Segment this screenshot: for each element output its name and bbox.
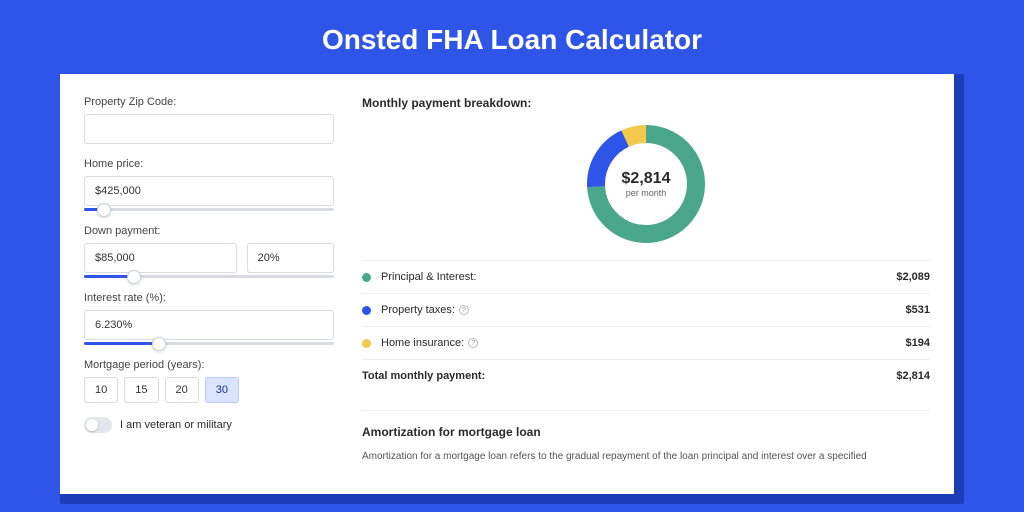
home-price-input[interactable] <box>84 176 334 206</box>
veteran-toggle[interactable] <box>84 417 112 433</box>
amortization-title: Amortization for mortgage loan <box>362 425 930 439</box>
interest-slider-thumb[interactable] <box>152 337 166 351</box>
legend-label-text: Property taxes: <box>381 304 455 316</box>
interest-field: Interest rate (%): <box>84 292 334 345</box>
legend-dot <box>362 306 371 315</box>
period-field: Mortgage period (years): 1015 2030 <box>84 359 334 403</box>
payment-donut-chart: $2,814 per month <box>586 124 706 244</box>
donut-center-value: $2,814 <box>622 170 671 188</box>
legend-value: $2,089 <box>896 271 930 283</box>
donut-center: $2,814 per month <box>586 124 706 244</box>
calculator-card: Property Zip Code: Home price: Down paym… <box>60 74 954 494</box>
donut-wrap: $2,814 per month <box>362 120 930 260</box>
home-price-slider-thumb[interactable] <box>97 203 111 217</box>
home-price-label: Home price: <box>84 158 334 170</box>
legend-value: $531 <box>906 304 930 316</box>
down-payment-slider-thumb[interactable] <box>127 270 141 284</box>
home-price-field: Home price: <box>84 158 334 211</box>
legend-dot <box>362 339 371 348</box>
period-button-20[interactable]: 20 <box>165 377 199 403</box>
legend-value: $194 <box>906 337 930 349</box>
legend-row-0: Principal & Interest: $2,089 <box>362 261 930 294</box>
down-payment-label: Down payment: <box>84 225 334 237</box>
home-price-slider[interactable] <box>84 208 334 211</box>
legend-label: Principal & Interest: <box>381 271 896 283</box>
down-payment-pct-input[interactable] <box>247 243 334 273</box>
amortization-section: Amortization for mortgage loan Amortizat… <box>362 410 930 464</box>
interest-slider[interactable] <box>84 342 334 345</box>
interest-input[interactable] <box>84 310 334 340</box>
info-icon[interactable]: ? <box>459 305 469 315</box>
total-label: Total monthly payment: <box>362 370 896 382</box>
amortization-text: Amortization for a mortgage loan refers … <box>362 449 930 464</box>
down-payment-slider[interactable] <box>84 275 334 278</box>
legend-label: Home insurance:? <box>381 337 906 349</box>
zip-label: Property Zip Code: <box>84 96 334 108</box>
period-button-30[interactable]: 30 <box>205 377 239 403</box>
form-panel: Property Zip Code: Home price: Down paym… <box>84 96 334 472</box>
legend-row-2: Home insurance:?$194 <box>362 327 930 360</box>
total-value: $2,814 <box>896 370 930 382</box>
legend-row-total: Total monthly payment:$2,814 <box>362 360 930 392</box>
period-button-10[interactable]: 10 <box>84 377 118 403</box>
legend-label-text: Home insurance: <box>381 337 464 349</box>
period-buttons: 1015 2030 <box>84 377 334 403</box>
legend-label: Property taxes:? <box>381 304 906 316</box>
veteran-row: I am veteran or military <box>84 417 334 433</box>
period-button-15[interactable]: 15 <box>124 377 158 403</box>
legend-dot <box>362 273 371 282</box>
donut-center-sub: per month <box>626 188 667 198</box>
legend: Principal & Interest: $2,089 Property taxe… <box>362 260 930 392</box>
down-payment-field: Down payment: <box>84 225 334 278</box>
page-title: Onsted FHA Loan Calculator <box>0 0 1024 74</box>
info-icon[interactable]: ? <box>468 338 478 348</box>
interest-slider-fill <box>84 342 159 345</box>
breakdown-panel: Monthly payment breakdown: $2,814 per mo… <box>362 96 930 472</box>
zip-field: Property Zip Code: <box>84 96 334 144</box>
legend-row-1: Property taxes:?$531 <box>362 294 930 327</box>
period-label: Mortgage period (years): <box>84 359 334 371</box>
interest-label: Interest rate (%): <box>84 292 334 304</box>
veteran-label: I am veteran or military <box>120 419 232 431</box>
card-shadow: Property Zip Code: Home price: Down paym… <box>60 74 964 504</box>
legend-label-text: Principal & Interest: <box>381 271 476 283</box>
down-payment-input[interactable] <box>84 243 237 273</box>
breakdown-title: Monthly payment breakdown: <box>362 96 930 110</box>
zip-input[interactable] <box>84 114 334 144</box>
